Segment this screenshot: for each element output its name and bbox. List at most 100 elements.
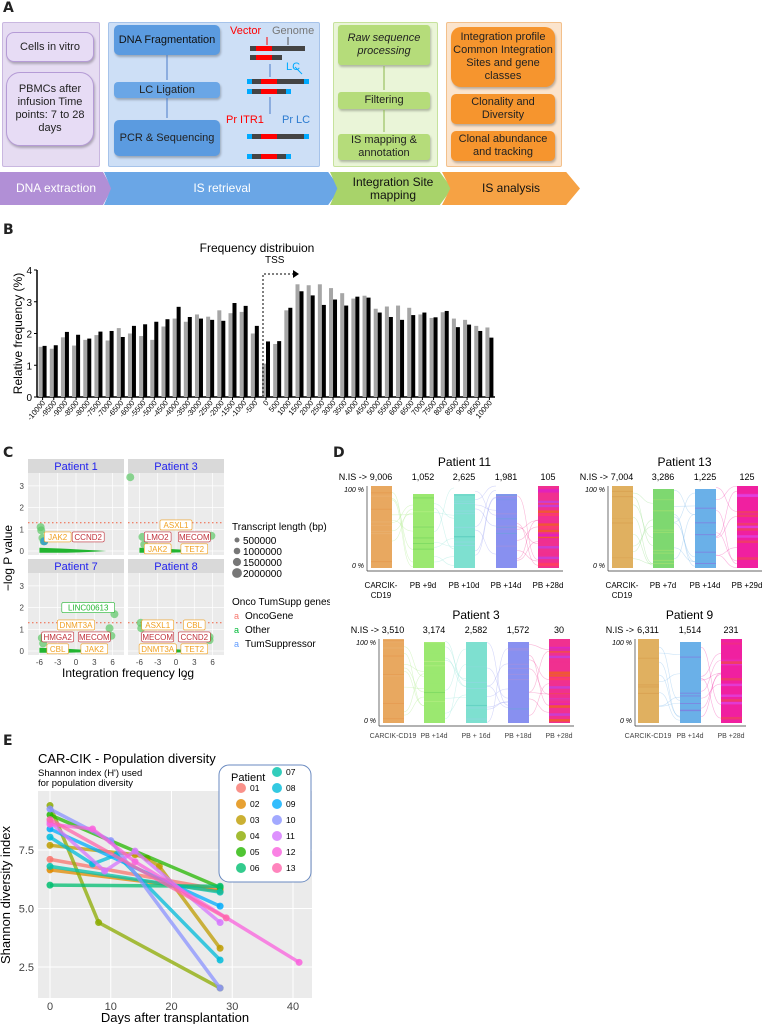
clone-stripe <box>695 530 716 532</box>
clone-stripe <box>695 526 716 528</box>
clone-stripe <box>538 513 559 517</box>
clone-stripe <box>638 656 659 658</box>
data-point-12 <box>131 858 139 866</box>
bar-gray <box>485 327 490 397</box>
bar-black <box>388 316 393 397</box>
clone-stripe <box>413 511 434 513</box>
clone-stripe <box>638 673 659 675</box>
clone-stripe <box>721 661 742 664</box>
clone-stripe <box>721 678 742 681</box>
clone-stripe <box>680 643 701 645</box>
clone-stripe <box>737 548 758 552</box>
flow-line <box>516 520 539 530</box>
bar-gray <box>440 312 445 397</box>
clone-stripe <box>538 521 559 524</box>
axis-100-label: 100 % <box>612 640 632 647</box>
timepoint-label: PB +10d <box>449 581 480 590</box>
panel-label-c: C <box>3 445 14 461</box>
flow-line <box>474 485 497 500</box>
flow-line <box>444 646 467 681</box>
bar-gray <box>418 314 423 397</box>
clone-stripe <box>680 702 701 704</box>
clone-stripe <box>424 660 445 662</box>
legend-dot-12 <box>272 847 282 857</box>
clone-stripe <box>737 528 758 531</box>
clone-stripe <box>737 490 758 494</box>
bar-gray <box>373 308 378 397</box>
bar-gray <box>295 284 300 397</box>
flow-line <box>528 659 550 680</box>
flow-line <box>474 490 497 516</box>
clone-stripe <box>721 689 742 693</box>
bar-black <box>355 296 360 397</box>
clone-stripe <box>413 526 434 528</box>
clone-stripe <box>413 548 434 550</box>
flow-line <box>486 688 509 697</box>
legend-dot-13 <box>272 863 282 873</box>
gene-label-box <box>61 602 115 613</box>
timepoint-label: PB +7d <box>650 581 676 590</box>
clone-bar <box>549 639 570 723</box>
gene-label-box <box>178 631 211 643</box>
size-legend-label: 1000000 <box>243 547 282 558</box>
clone-stripe <box>371 525 392 527</box>
bar-gray <box>351 298 356 397</box>
y-tick-label: 2.5 <box>19 962 34 974</box>
flow-line <box>516 526 539 544</box>
bar-gray <box>161 326 166 397</box>
clone-stripe <box>466 695 487 697</box>
clone-stripe <box>508 667 529 669</box>
clone-stripe <box>508 668 529 670</box>
clone-stripe <box>737 497 758 501</box>
clone-stripe <box>638 663 659 665</box>
gene-label: CBL <box>187 621 203 630</box>
class-legend-label: TumSuppressor <box>245 639 316 650</box>
volcano-facet-chart: Patient 1 JAK2 CCND2 0 1 2 3 Patient 3 ASXL1 LMO2… <box>1 459 330 682</box>
clone-stripe <box>653 549 674 551</box>
clone-stripe <box>371 521 392 523</box>
bar-gray <box>127 333 132 397</box>
clone-stripe <box>721 641 742 644</box>
clone-stripe <box>454 510 475 512</box>
legend-dot-07 <box>272 767 282 777</box>
clone-stripe <box>413 513 434 515</box>
clone-stripe <box>653 552 674 554</box>
clone-stripe <box>424 692 445 694</box>
timepoint-label: PB +28d <box>717 733 744 740</box>
clone-stripe <box>538 540 559 543</box>
clone-stripe <box>413 537 434 539</box>
series-line-08 <box>49 835 222 962</box>
bar-gray <box>194 314 199 397</box>
is-count: 9,006 <box>370 472 393 482</box>
is-count: 125 <box>739 472 754 482</box>
clone-stripe <box>680 708 701 710</box>
clone-stripe <box>383 702 404 704</box>
bar-gray <box>206 316 211 397</box>
clone-stripe <box>549 660 570 664</box>
flow-line <box>433 538 455 548</box>
flow-line <box>528 644 550 650</box>
chart-subtitle: for population diversity <box>38 778 133 789</box>
flow-line <box>632 492 654 504</box>
gene-point <box>126 473 135 482</box>
clone-bar <box>680 642 701 723</box>
y-tick-label: 2 <box>20 504 25 513</box>
clone-stripe <box>454 506 475 508</box>
bar-black <box>400 319 405 397</box>
y-tick-label: 3 <box>20 582 25 591</box>
is-count: 3,510 <box>382 625 405 635</box>
raw-sequence-box: Raw sequence processing <box>338 25 430 65</box>
clone-stripe <box>371 500 392 502</box>
facet-title: Patient 7 <box>54 561 97 573</box>
clone-stripe <box>721 699 742 702</box>
gene-label-box <box>144 543 172 555</box>
clone-stripe <box>653 499 674 501</box>
gene-label: TET2 <box>185 545 205 554</box>
bar-black <box>243 305 248 397</box>
nis-label: N.IS -> <box>580 472 608 482</box>
bar-gray <box>262 363 266 397</box>
clone-stripe <box>638 701 659 703</box>
clone-stripe <box>496 513 517 515</box>
flow-line <box>516 523 539 566</box>
bar-gray <box>396 305 401 397</box>
